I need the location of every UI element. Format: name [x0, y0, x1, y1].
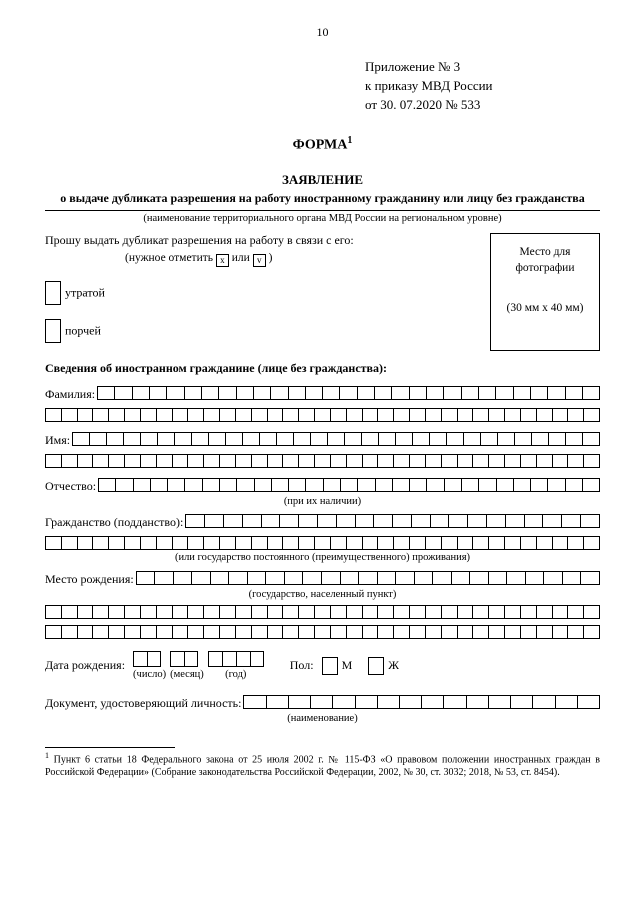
patronymic-label: Отчество:: [45, 478, 98, 494]
org-caption: (наименование территориального органа МВ…: [45, 212, 600, 225]
surname-cells-1[interactable]: [97, 386, 600, 402]
name-cells-1[interactable]: [72, 432, 600, 448]
sex-f-box[interactable]: [368, 657, 384, 675]
doc-caption: (наименование): [45, 712, 600, 725]
title: ЗАЯВЛЕНИЕ: [45, 172, 600, 188]
photo-label: Место для фотографии: [491, 244, 599, 276]
appendix-line: от 30. 07.2020 № 533: [365, 96, 600, 115]
sex-label: Пол:: [290, 658, 314, 673]
form-label: ФОРМА1: [45, 135, 600, 154]
birthplace-cells-1[interactable]: [136, 571, 600, 587]
sex-f-label: Ж: [388, 658, 399, 673]
doc-label: Документ, удостоверяющий личность:: [45, 695, 243, 711]
section-heading: Сведения об иностранном гражданине (лице…: [45, 361, 600, 376]
birthplace-cells-2[interactable]: [45, 605, 600, 619]
appendix-line: к приказу МВД России: [365, 77, 600, 96]
page-number: 10: [45, 25, 600, 40]
dob-month[interactable]: [170, 651, 204, 667]
birthplace-cells-3[interactable]: [45, 625, 600, 639]
photo-dims: (30 мм x 40 мм): [491, 300, 599, 316]
birthplace-caption: (государство, населенный пункт): [45, 588, 600, 601]
appendix-line: Приложение № 3: [365, 58, 600, 77]
name-cells-2[interactable]: [45, 454, 600, 468]
name-label: Имя:: [45, 432, 72, 448]
sex-m-box[interactable]: [322, 657, 338, 675]
citizenship-caption: (или государство постоянного (преимущест…: [45, 551, 600, 564]
citizenship-cells-1[interactable]: [185, 514, 600, 530]
surname-label: Фамилия:: [45, 386, 97, 402]
photo-placeholder: Место для фотографии (30 мм x 40 мм): [490, 233, 600, 351]
footnote: 1 Пункт 6 статьи 18 Федерального закона …: [45, 751, 600, 779]
patronymic-cells[interactable]: [98, 478, 600, 494]
doc-cells[interactable]: [243, 695, 600, 711]
surname-cells-2[interactable]: [45, 408, 600, 422]
dob-label: Дата рождения:: [45, 658, 125, 673]
birthplace-label: Место рождения:: [45, 571, 136, 587]
patronymic-caption: (при их наличии): [45, 495, 600, 508]
dob-year[interactable]: [208, 651, 264, 667]
subtitle: о выдаче дубликата разрешения на работу …: [45, 190, 600, 206]
appendix-block: Приложение № 3 к приказу МВД России от 3…: [365, 58, 600, 115]
citizenship-label: Гражданство (подданство):: [45, 514, 185, 530]
citizenship-cells-2[interactable]: [45, 536, 600, 550]
sex-m-label: М: [342, 658, 353, 673]
dob-day[interactable]: [133, 651, 166, 667]
